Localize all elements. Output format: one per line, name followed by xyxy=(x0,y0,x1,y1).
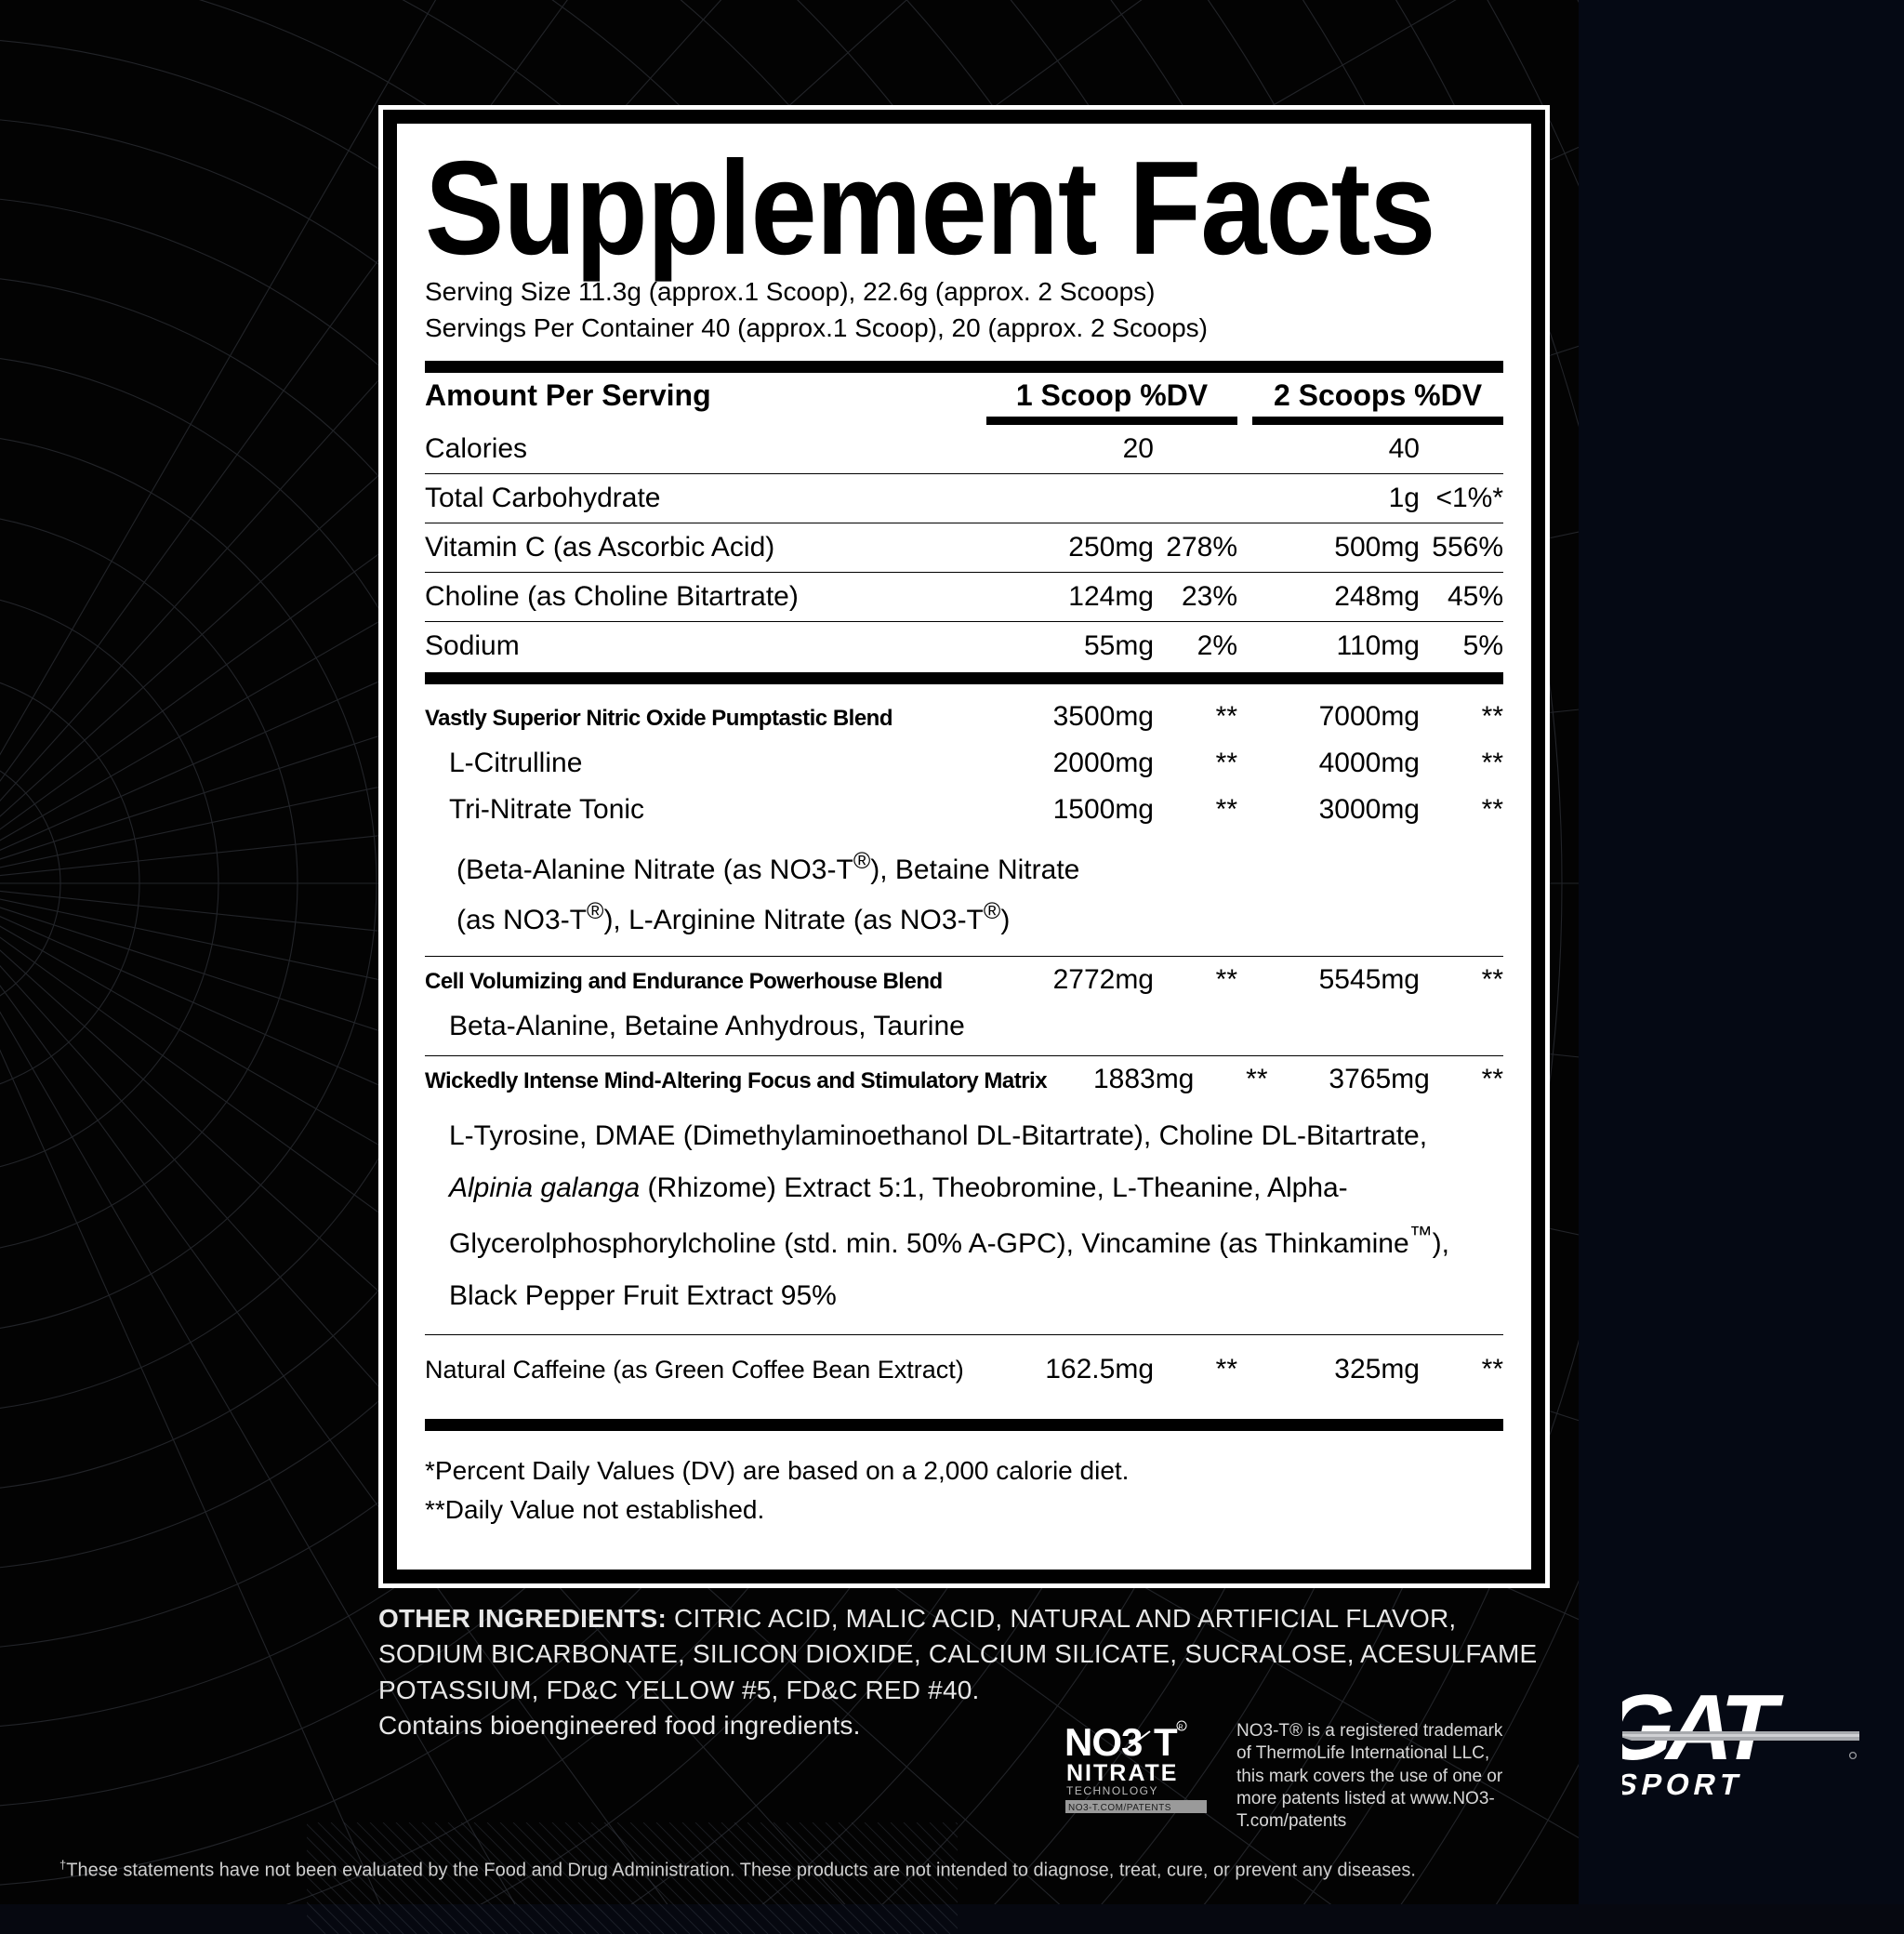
svg-text:NO3-T.COM/PATENTS: NO3-T.COM/PATENTS xyxy=(1068,1803,1171,1813)
svg-text:R: R xyxy=(1179,1725,1183,1731)
svg-text:NO3: NO3 xyxy=(1064,1720,1142,1764)
svg-text:TECHNOLOGY: TECHNOLOGY xyxy=(1066,1784,1158,1797)
svg-text:GAT: GAT xyxy=(1622,1676,1788,1780)
svg-text:NITRATE: NITRATE xyxy=(1066,1760,1178,1786)
svg-text:T: T xyxy=(1154,1720,1178,1764)
svg-text:SPORT: SPORT xyxy=(1622,1768,1747,1801)
